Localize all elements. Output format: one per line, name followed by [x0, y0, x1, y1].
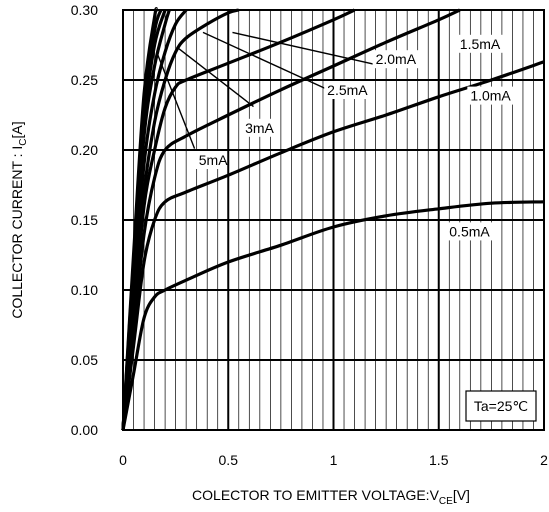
y-tick-label: 0.00 — [71, 422, 98, 438]
y-tick-label: 0.25 — [71, 72, 98, 88]
x-tick-label: 0.5 — [219, 452, 239, 468]
annotation-text: Ta=25℃ — [474, 398, 528, 414]
leader-line — [177, 47, 254, 108]
leader-line — [156, 51, 196, 149]
series-label-bg — [372, 50, 420, 69]
plot-frame — [122, 9, 545, 431]
series-label: 5mA — [199, 152, 228, 168]
x-tick-label: 1 — [330, 452, 338, 468]
series-line-1.5mA — [121, 8, 461, 431]
y-tick-label: 0.15 — [71, 212, 98, 228]
y-tick-label: 0.10 — [71, 282, 98, 298]
leader-line — [202, 31, 326, 90]
x-tick-label: 2 — [540, 452, 548, 468]
series-label: 1.0mA — [470, 88, 511, 104]
series-label: 2.5mA — [327, 82, 368, 98]
label-leaders — [156, 31, 376, 149]
series-line-1.0mA — [121, 60, 545, 431]
series-label: 0.5mA — [449, 223, 490, 239]
grid — [123, 10, 544, 430]
series-line-0.5mA — [121, 200, 545, 431]
series-lines — [121, 7, 545, 431]
series-label: 3mA — [245, 120, 274, 136]
series-labels: 0.5mA 1.0mA 1.5mA 2.0mA 2.5mA 3mA 5mA — [195, 34, 515, 241]
series-label: 2.0mA — [376, 51, 417, 67]
series-label-bg — [446, 222, 494, 241]
x-axis-title: COLECTOR TO EMITTER VOLTAGE:VCE[V] — [192, 487, 470, 507]
series-label-bg — [467, 86, 515, 105]
series-label-bg — [195, 151, 227, 169]
x-tick-label: 0 — [119, 452, 127, 468]
y-tick-label: 0.05 — [71, 352, 98, 368]
tick-labels: 0 0.5 1 1.5 2 0.00 0.05 0.10 0.15 0.20 0.25 0.30 — [71, 2, 548, 468]
y-tick-label: 0.20 — [71, 142, 98, 158]
leader-line — [232, 31, 376, 66]
x-tick-label: 1.5 — [429, 452, 449, 468]
temperature-annotation: Ta=25℃ — [465, 390, 537, 422]
series-label-bg — [242, 118, 273, 137]
series-label: 1.5mA — [460, 36, 501, 52]
series-label-bg — [324, 81, 372, 99]
y-axis-title: COLLECTOR CURRENT : IC[A] — [9, 121, 29, 318]
series-line — [121, 7, 159, 431]
y-tick-label: 0.30 — [71, 2, 98, 18]
series-label-bg — [456, 34, 504, 53]
